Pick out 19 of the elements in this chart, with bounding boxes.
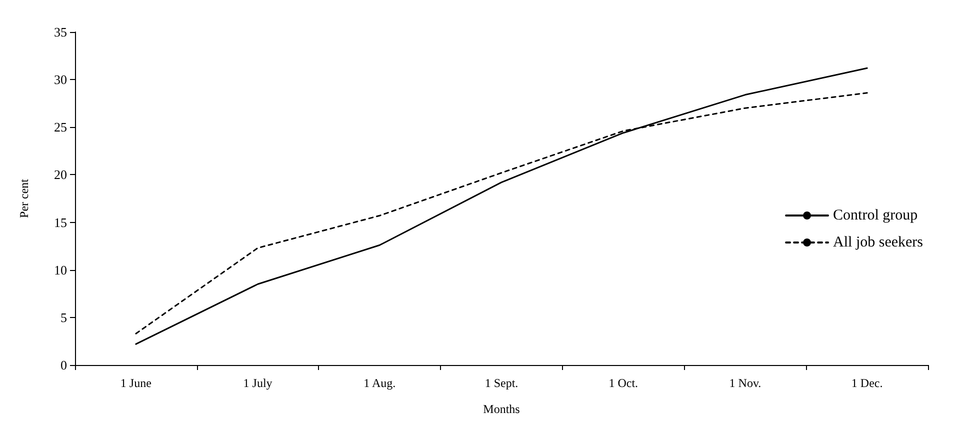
x-tick-label: 1 Sept. [484, 376, 518, 390]
x-tick-label: 1 July [243, 376, 272, 390]
y-axis-title: Per cent [17, 178, 31, 218]
x-tick-label: 1 Nov. [729, 376, 762, 390]
y-tick-label: 15 [54, 214, 67, 230]
y-tick-label: 0 [60, 358, 67, 372]
y-tick-label: 30 [54, 72, 67, 88]
x-tick-label: 1 Oct. [608, 376, 638, 390]
x-axis-title: Months [483, 402, 520, 416]
y-tick-label: 5 [60, 310, 67, 325]
x-tick-label: 1 June [120, 376, 152, 390]
x-tick-label: 1 Aug. [364, 376, 396, 390]
y-tick-label: 35 [54, 24, 67, 40]
y-tick-label: 10 [54, 262, 67, 278]
legend-label: All job seekers [833, 234, 924, 250]
x-tick-label: 1 Dec. [851, 376, 883, 390]
y-tick-label: 25 [54, 120, 67, 135]
legend-label: Control group [833, 208, 918, 224]
y-tick-label: 20 [54, 167, 67, 182]
